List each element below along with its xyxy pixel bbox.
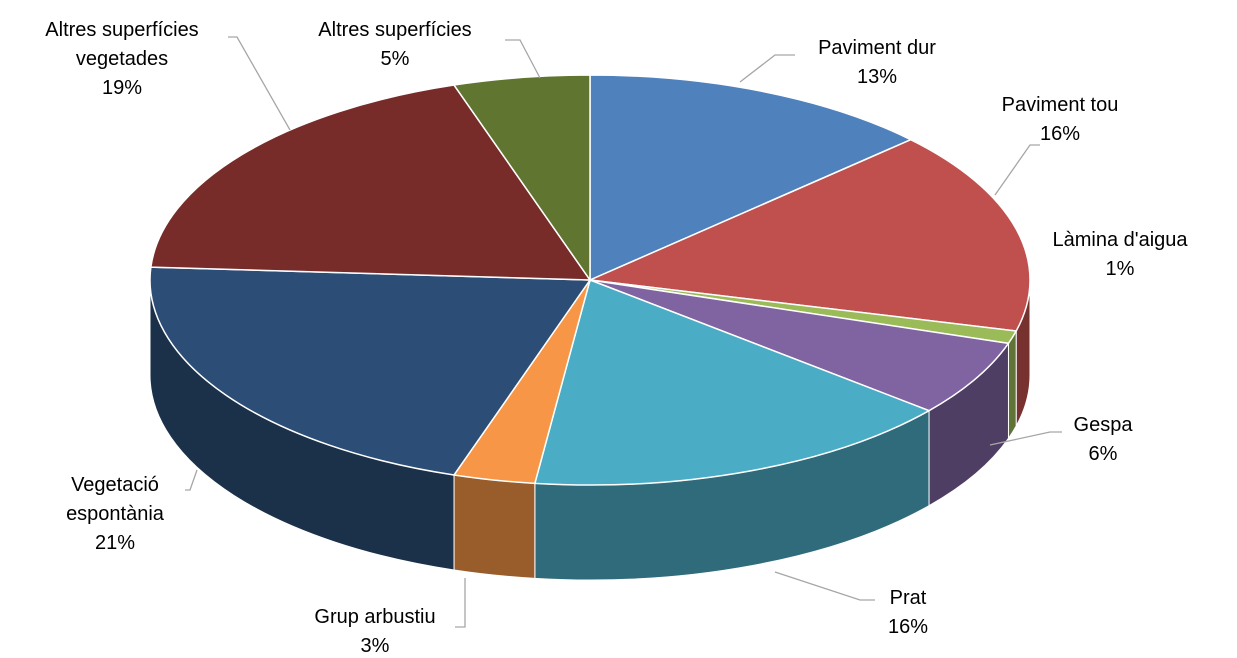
category-label: Prat: [889, 587, 927, 609]
data-label: Làmina d'aigua 1%: [1020, 226, 1220, 284]
data-label: Grup arbustiu 3%: [265, 603, 485, 658]
data-label: Vegetació espontània 21%: [55, 471, 175, 558]
value-label: 5%: [380, 48, 410, 70]
value-label: 13%: [856, 66, 898, 88]
value-label: 3%: [360, 635, 390, 657]
value-label: 1%: [1105, 258, 1135, 280]
leader-line: [994, 144, 1040, 196]
category-label: Altres superfícies vegetades: [45, 19, 199, 70]
slice: [589, 74, 913, 282]
value-label: 19%: [101, 77, 143, 99]
slice-side: [453, 474, 536, 579]
leader-line: [739, 54, 795, 83]
category-label: Paviment tou: [1001, 94, 1119, 116]
category-label: Altres superfícies: [318, 19, 472, 41]
leader-line: [505, 39, 541, 79]
data-label: Paviment tou 16%: [960, 91, 1160, 149]
slice: [150, 84, 592, 281]
data-label: Paviment dur 13%: [777, 34, 977, 92]
data-label: Gespa 6%: [1003, 411, 1203, 469]
category-label: Grup arbustiu: [314, 606, 436, 628]
data-label: Altres superfícies vegetades 19%: [12, 16, 232, 103]
value-label: 16%: [1039, 123, 1081, 145]
data-label: Prat 16%: [808, 584, 1008, 642]
leader-line: [455, 578, 466, 628]
category-label: Paviment dur: [818, 37, 936, 59]
value-label: 6%: [1088, 443, 1118, 465]
value-label: 16%: [887, 616, 929, 638]
value-label: 21%: [94, 532, 136, 554]
category-label: Gespa: [1073, 414, 1133, 436]
leader-line: [185, 469, 198, 491]
leader-line: [989, 431, 1062, 446]
slice: [589, 279, 1010, 412]
data-label: Altres superfícies 5%: [295, 16, 495, 74]
category-label: Vegetació espontània: [66, 474, 164, 525]
slice: [587, 138, 1031, 332]
slice: [533, 279, 931, 486]
pie-tops: [149, 74, 1031, 486]
leader-line: [774, 571, 875, 601]
leader-line: [228, 36, 291, 131]
category-label: Làmina d'aigua: [1052, 229, 1188, 251]
slice: [452, 74, 591, 283]
slice: [149, 266, 592, 476]
leader-lines: [185, 36, 1062, 628]
